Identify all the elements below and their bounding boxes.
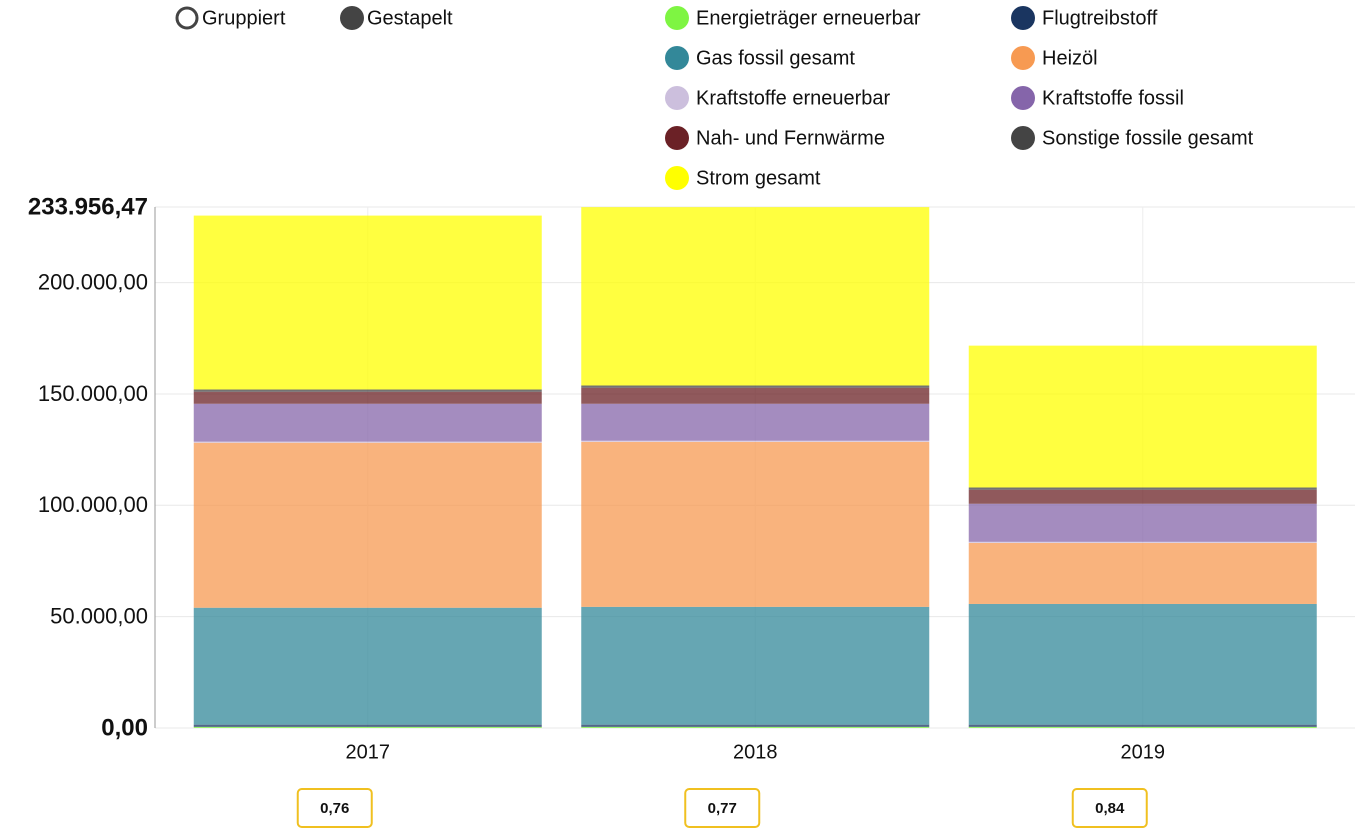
bar-segment bbox=[968, 542, 1317, 604]
bar-segment bbox=[193, 391, 542, 404]
legend-label[interactable]: Kraftstoffe erneuerbar bbox=[696, 87, 891, 109]
bar-segment bbox=[193, 607, 542, 725]
badge-box bbox=[1071, 788, 1148, 828]
bar-segment bbox=[581, 387, 930, 404]
bar-segment bbox=[193, 403, 542, 442]
y-tick-label: 0,00 bbox=[101, 714, 148, 741]
bar-segment bbox=[968, 541, 1317, 543]
legend-label[interactable]: Gas fossil gesamt bbox=[696, 47, 855, 69]
legend-label[interactable]: Flugtreibstoff bbox=[1042, 7, 1158, 29]
legend-swatch[interactable] bbox=[665, 46, 689, 70]
bar-segment bbox=[581, 385, 930, 388]
bar-segment bbox=[581, 726, 930, 728]
badge-label: 0,84 bbox=[1095, 800, 1125, 817]
legend-label[interactable]: Strom gesamt bbox=[696, 167, 821, 189]
legend-label[interactable]: Energieträger erneuerbar bbox=[696, 7, 921, 29]
bar-segment bbox=[968, 724, 1317, 727]
bar-segment bbox=[968, 726, 1317, 728]
bar-segment bbox=[193, 726, 542, 728]
legend-swatch[interactable] bbox=[665, 166, 689, 190]
mode-radio[interactable] bbox=[175, 6, 199, 30]
badge-label: 0,76 bbox=[320, 800, 349, 817]
bar-segment bbox=[968, 503, 1317, 542]
legend-swatch[interactable] bbox=[1011, 126, 1035, 150]
legend-swatch[interactable] bbox=[665, 6, 689, 30]
legend-label[interactable]: Heizöl bbox=[1042, 47, 1098, 69]
legend-swatch[interactable] bbox=[1011, 86, 1035, 110]
y-tick-label: 50.000,00 bbox=[50, 603, 148, 628]
bar-segment bbox=[581, 403, 930, 441]
bar-segment bbox=[581, 207, 930, 386]
badge-box bbox=[684, 788, 761, 828]
mode-label[interactable]: Gruppiert bbox=[202, 7, 286, 29]
y-tick-label: 150.000,00 bbox=[38, 381, 148, 406]
legend-label[interactable]: Kraftstoffe fossil bbox=[1042, 87, 1184, 109]
legend-label[interactable]: Sonstige fossile gesamt bbox=[1042, 127, 1254, 149]
bar-segment bbox=[193, 442, 542, 608]
y-tick-label: 200.000,00 bbox=[38, 269, 148, 294]
bar-segment bbox=[193, 389, 542, 392]
mode-label[interactable]: Gestapelt bbox=[367, 7, 453, 29]
legend-swatch[interactable] bbox=[1011, 46, 1035, 70]
bar-segment bbox=[193, 441, 542, 443]
bar-segment bbox=[968, 489, 1317, 504]
badge-box bbox=[296, 788, 373, 828]
bar-segment bbox=[193, 724, 542, 727]
x-tick-label: 2018 bbox=[733, 741, 778, 763]
mode-radio[interactable] bbox=[340, 6, 364, 30]
bar-segment bbox=[581, 441, 930, 607]
legend-swatch[interactable] bbox=[665, 86, 689, 110]
bar-segment bbox=[581, 724, 930, 727]
bar-segment bbox=[968, 487, 1317, 490]
legend-swatch[interactable] bbox=[665, 126, 689, 150]
x-tick-label: 2019 bbox=[1121, 741, 1166, 763]
y-tick-label: 100.000,00 bbox=[38, 492, 148, 517]
badge-label: 0,77 bbox=[708, 800, 737, 817]
bar-segment bbox=[193, 215, 542, 390]
x-tick-label: 2017 bbox=[346, 741, 391, 763]
y-tick-label: 233.956,47 bbox=[28, 193, 148, 220]
bar-segment bbox=[968, 603, 1317, 725]
bar-segment bbox=[968, 345, 1317, 488]
legend-swatch[interactable] bbox=[1011, 6, 1035, 30]
legend-label[interactable]: Nah- und Fernwärme bbox=[696, 127, 885, 149]
bar-segment bbox=[581, 606, 930, 725]
bar-segment bbox=[581, 440, 930, 442]
